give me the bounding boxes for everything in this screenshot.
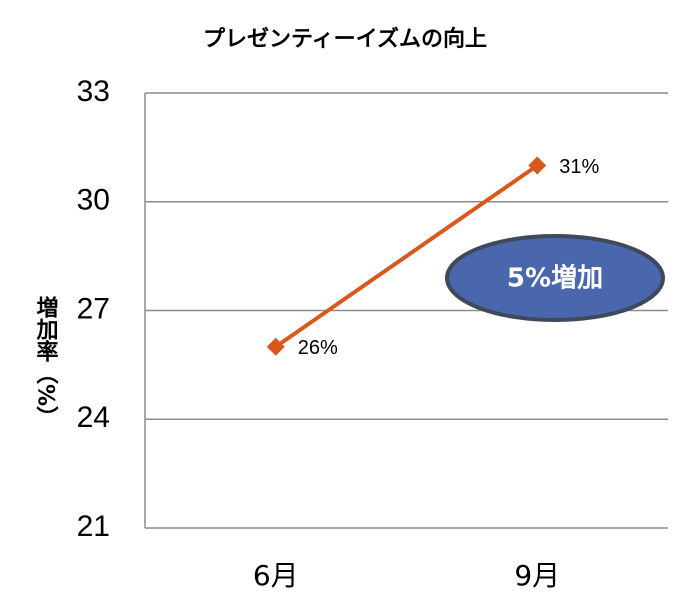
data-label: 31% xyxy=(559,156,599,178)
x-tick-label: 6月 xyxy=(253,559,299,592)
data-label: 26% xyxy=(298,337,338,359)
chart-title: プレゼンティーイズムの向上 xyxy=(203,26,487,52)
marker xyxy=(528,156,547,175)
y-axis-label: 増加率（%） xyxy=(33,295,60,428)
annotation: 5%増加 xyxy=(507,264,603,294)
y-tick-label: 21 xyxy=(77,510,110,543)
x-tick-label: 9月 xyxy=(514,559,560,592)
y-tick-label: 33 xyxy=(77,75,110,108)
y-tick-label: 30 xyxy=(77,184,110,217)
y-tick-label: 24 xyxy=(77,401,110,434)
line xyxy=(274,163,539,349)
marker xyxy=(266,337,285,356)
annotation-bubble xyxy=(445,234,665,322)
y-tick-label: 27 xyxy=(77,292,110,325)
